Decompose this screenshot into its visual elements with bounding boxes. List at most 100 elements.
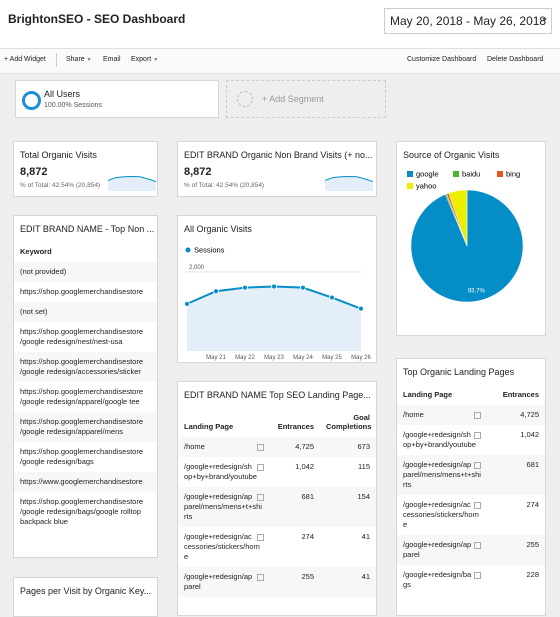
segment-detail: 100.00% Sessions [44, 102, 102, 109]
kpi-value: 8,872 [20, 166, 48, 178]
table-row: /google+redesign/accessories/stickers/ho… [178, 527, 376, 567]
column-header: Goal Completions [326, 413, 372, 431]
number-cell: 41 [320, 527, 376, 567]
x-tick-label: May 22 [235, 355, 255, 361]
table-row: /google+redesign/bags 228 [397, 565, 545, 595]
copy-icon [474, 412, 481, 419]
keyword-cell: https://www.googlemerchandisestore [14, 472, 157, 492]
table-row: (not set) [14, 302, 157, 322]
cell-text: /home [403, 410, 424, 419]
pie-slice [448, 189, 468, 247]
table-row: /google+redesign/apparel 255 41 [178, 567, 376, 597]
page-cell: /google+redesign/apparel [397, 535, 487, 565]
point [242, 284, 248, 291]
cell-text: 115 [358, 462, 370, 471]
widget-total-organic: Total Organic Visits 8,872 % of Total: 4… [13, 141, 158, 197]
keyword-cell: https://shop.googlemerchandisestore/goog… [14, 442, 157, 472]
widget-title: EDIT BRAND NAME - Top Non ... [20, 224, 155, 234]
number-cell: 1,042 [270, 457, 320, 487]
column-header: Entrances [502, 390, 539, 399]
widget-brand-non-brand: EDIT BRAND Organic Non Brand Visits (+ n… [177, 141, 377, 197]
toolbar [0, 48, 560, 74]
point [300, 284, 306, 291]
x-tick-label: May 25 [322, 355, 342, 361]
table-row: /google+redesign/shop+by+brand/youtube 1,… [178, 457, 376, 487]
kpi-subtitle: % of Total: 42.54% (20,854) [20, 182, 101, 189]
cell-text: /google+redesign/bags [403, 570, 472, 589]
widget-title: EDIT BRAND NAME Top SEO Landing Page... [184, 390, 371, 400]
cell-text: 274 [526, 500, 539, 509]
cell-text: 255 [526, 540, 539, 549]
delete-dashboard[interactable]: Delete Dashboard [487, 56, 544, 63]
cell-text: 681 [526, 460, 539, 469]
cell-text: /google+redesign/accessories/stickers/ho… [184, 532, 260, 561]
page-cell: /google+redesign/apparel/mens/mens+t+shi… [178, 487, 270, 527]
number-cell: 1,042 [487, 425, 545, 455]
table-row: https://www.googlemerchandisestore [14, 472, 157, 492]
keyword-text: https://shop.googlemerchandisestore [20, 447, 143, 456]
number-cell: 681 [487, 455, 545, 495]
customize-dashboard[interactable]: Customize Dashboard [407, 56, 477, 63]
legend-label: Sessions [194, 246, 225, 255]
segment-all-users[interactable]: All Users 100.00% Sessions [15, 80, 219, 118]
table-row: https://shop.googlemerchandisestore/goog… [14, 442, 157, 472]
table-row: https://shop.googlemerchandisestore/goog… [14, 322, 157, 352]
email[interactable]: Email [103, 56, 121, 63]
page-cell: /google+redesign/bags [397, 565, 487, 595]
widget-pages-per-visit: Pages per Visit by Organic Key... [13, 577, 158, 617]
point [271, 283, 277, 290]
dashboard-title: BrightonSEO - SEO Dashboard [8, 12, 186, 26]
header-row: Landing Page Entrances Goal Completions [178, 405, 376, 437]
column-header: Landing Page [403, 390, 453, 399]
legend-swatch [453, 171, 459, 177]
export[interactable]: Export ▼ [131, 56, 159, 63]
widget-title: Total Organic Visits [20, 150, 97, 160]
keyword-cell: https://shop.googlemerchandisestore/goog… [14, 352, 157, 382]
page-cell: /google+redesign/apparel/mens/mens+t+shi… [397, 455, 487, 495]
page-cell: /google+redesign/shop+by+brand/youtube [178, 457, 270, 487]
copy-icon [257, 534, 264, 541]
cell-text: 154 [357, 492, 370, 501]
x-tick-label: May 23 [264, 355, 284, 361]
cell-text: 41 [361, 532, 370, 541]
landing-table: Landing Page Entrances Goal Completions/ho… [178, 405, 376, 597]
widget-all-organic: All Organic Visits Sessions1,0002,000May… [177, 215, 377, 363]
page-cell: /google+redesign/shop+by+brand/youtube [397, 425, 487, 455]
copy-icon [474, 432, 481, 439]
segment-ring [22, 91, 41, 110]
keyword-text: /google redesign/bags/google rolltop [20, 507, 141, 516]
keyword-cell: (not set) [14, 302, 157, 322]
add-segment[interactable]: + Add Segment [226, 80, 386, 118]
page-cell: /google+redesign/accessories/stickers/ho… [397, 495, 487, 535]
copy-icon [257, 574, 264, 581]
number-cell: 255 [270, 567, 320, 597]
table-row: https://shop.googlemerchandisestore/goog… [14, 412, 157, 442]
number-cell: 115 [320, 457, 376, 487]
share[interactable]: Share ▼ [66, 56, 92, 63]
keyword-text: https://shop.googlemerchandisestore [20, 357, 143, 366]
keyword-text: /google redesign/nest/nest-usa [20, 337, 123, 346]
add-widget[interactable]: + Add Widget [4, 56, 46, 63]
table-row: /google+redesign/apparel 255 [397, 535, 545, 565]
copy-icon [474, 502, 481, 509]
keyword-cell: https://shop.googlemerchandisestore/goog… [14, 412, 157, 442]
legend-label: bing [506, 170, 520, 179]
cell-text: /home [184, 442, 205, 451]
table-row: https://shop.googlemerchandisestore/goog… [14, 382, 157, 412]
legend-label: google [416, 170, 439, 179]
kpi-value: 8,872 [184, 166, 212, 178]
keyword-text: /google redesign/apparel/google tee [20, 397, 140, 406]
y-tick-label: 2,000 [189, 265, 205, 271]
table-row: https://shop.googlemerchandisestore/goog… [14, 492, 157, 532]
column-header: Keyword [20, 247, 52, 256]
landing-table: Landing Page Entrances/home 4,725/google+r… [397, 382, 545, 595]
number-cell: 274 [270, 527, 320, 567]
cell-text: 274 [301, 532, 314, 541]
date-picker[interactable]: May 20, 2018 - May 26, 2018 ▼ [384, 8, 552, 34]
x-tick-label: May 24 [293, 355, 313, 361]
cell-text: 1,042 [295, 462, 314, 471]
cell-text: /google+redesign/shop+by+brand/youtube [403, 430, 476, 449]
cell-text: /google+redesign/apparel/mens/mens+t+shi… [184, 492, 262, 521]
legend-dot [185, 247, 191, 253]
